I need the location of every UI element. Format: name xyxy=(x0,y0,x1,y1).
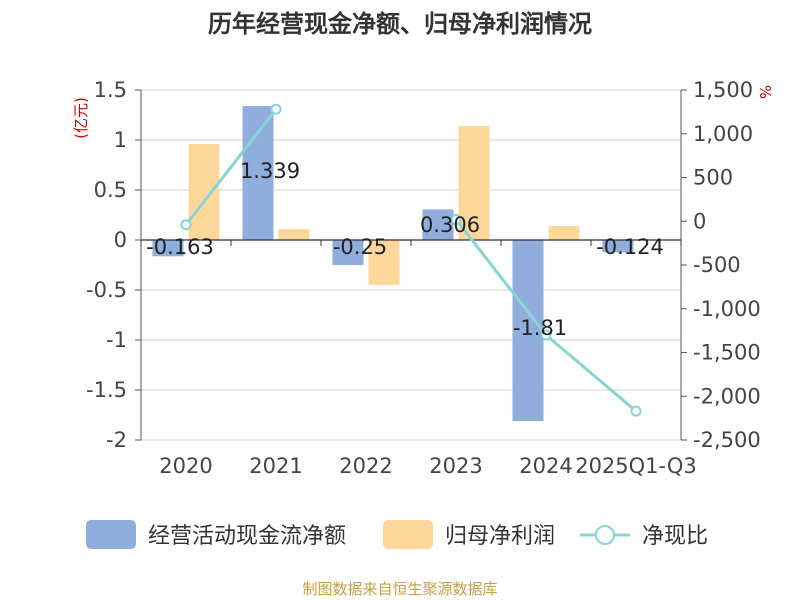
ratio-point xyxy=(180,219,192,231)
right-tick-label: -2,000 xyxy=(693,384,761,408)
right-axis-unit: % xyxy=(756,85,774,99)
net-profit-bar xyxy=(188,144,220,240)
cashflow-bar xyxy=(602,240,634,253)
legend: 经营活动现金流净额 归母净利润 净现比 xyxy=(86,520,708,549)
ratio-point xyxy=(540,329,552,341)
right-tick-label: 1,500 xyxy=(693,78,753,102)
net-profit-bar xyxy=(278,229,310,240)
net-profit-bar xyxy=(368,240,400,285)
left-tick-label: 1.5 xyxy=(94,78,127,102)
legend-swatch-net-profit xyxy=(383,520,433,549)
left-axis-unit: (亿元) xyxy=(72,97,90,139)
left-tick-label: -1.5 xyxy=(86,378,127,402)
legend-label-net-profit: 归母净利润 xyxy=(445,524,555,549)
category-label: 2023 xyxy=(429,454,482,478)
right-tick-label: 0 xyxy=(693,209,706,233)
cashflow-data-label: -0.163 xyxy=(146,235,214,259)
cashflow-data-label: -1.81 xyxy=(513,316,567,340)
data-labels: -0.163 1.339 -0.25 0.306 -1.81 -0.124 xyxy=(146,159,664,340)
gridlines xyxy=(141,89,681,441)
left-tick-label: 0.5 xyxy=(94,178,127,202)
right-tick-label: -1,000 xyxy=(693,297,761,321)
cashflow-data-label: -0.25 xyxy=(333,235,387,259)
right-tick-label: 500 xyxy=(693,166,733,190)
legend-swatch-cashflow xyxy=(86,520,136,549)
net-profit-bar xyxy=(458,126,490,240)
right-tick-label: -500 xyxy=(693,253,741,277)
ratio-line xyxy=(184,108,278,226)
right-tick-label: 1,000 xyxy=(693,122,753,146)
net-profit-bar xyxy=(548,226,580,240)
cashflow-data-label: 1.339 xyxy=(240,159,300,183)
ratio-point xyxy=(270,103,282,115)
legend-label-ratio: 净现比 xyxy=(642,524,708,549)
cashflow-bar xyxy=(152,240,184,257)
source-note: 制图数据来自恒生聚源数据库 xyxy=(302,580,497,598)
left-tick-label: 0 xyxy=(114,228,127,252)
cashflow-bar xyxy=(422,209,454,240)
category-label: 2025Q1-Q3 xyxy=(575,454,697,478)
left-tick-label: 1 xyxy=(114,128,127,152)
right-tick-label: -2,500 xyxy=(693,428,761,452)
category-label: 2024 xyxy=(519,454,572,478)
chart-title: 历年经营现金净额、归母净利润情况 xyxy=(208,10,592,38)
axes: 1.5 1 0.5 0 -0.5 -1 -1.5 -2 1,500 1,000 500 0 -500 -1… xyxy=(86,78,761,478)
left-tick-label: -2 xyxy=(106,428,127,452)
cashflow-bar xyxy=(242,106,274,240)
cashflow-data-label: -0.124 xyxy=(596,235,664,259)
legend-label-cashflow: 经营活动现金流净额 xyxy=(148,524,346,549)
legend-swatch-ratio-marker xyxy=(595,525,615,545)
category-label: 2020 xyxy=(159,454,212,478)
right-tick-label: -1,500 xyxy=(693,341,761,365)
line-series xyxy=(180,103,642,417)
category-label: 2021 xyxy=(249,454,302,478)
cashflow-data-label: 0.306 xyxy=(420,213,480,237)
left-tick-label: -1 xyxy=(106,328,127,352)
category-label: 2022 xyxy=(339,454,392,478)
cashflow-bar xyxy=(332,240,364,265)
cashflow-bar xyxy=(512,240,544,421)
ratio-point xyxy=(450,214,462,225)
ratio-point xyxy=(630,405,642,417)
left-tick-label: -0.5 xyxy=(86,278,127,302)
bars xyxy=(152,106,634,421)
